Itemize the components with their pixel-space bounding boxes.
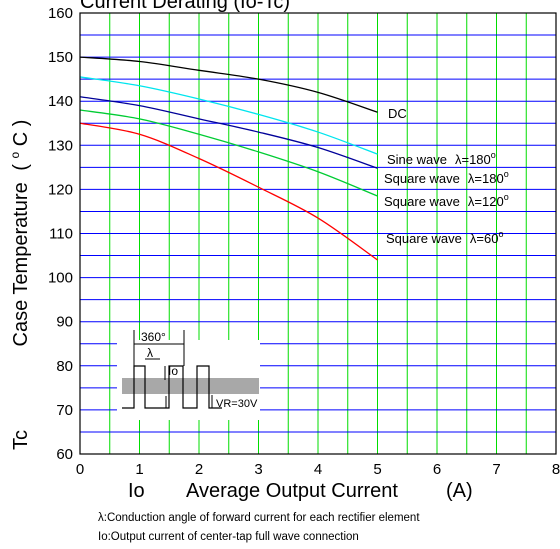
chart-title: Current Derating (Io-Tc)	[80, 0, 290, 13]
y-tick-label: 140	[48, 93, 73, 110]
plot-frame	[79, 12, 557, 455]
y-axis-paren-close: )	[10, 120, 32, 127]
y-tick-label: 150	[48, 49, 73, 66]
x-tick-label: 0	[76, 461, 84, 478]
y-axis-unit-degree: o	[8, 151, 22, 158]
inset-period-label: 360°	[141, 330, 166, 344]
series-line-4	[79, 109, 378, 197]
y-axis-paren-open: (	[10, 164, 32, 171]
y-axis-label: Case Temperature	[10, 182, 32, 346]
x-tick-label: 7	[492, 461, 500, 478]
series-label-3: Square wave λ=180o	[384, 169, 509, 186]
x-tick-label: 3	[254, 461, 262, 478]
x-tick-label: 1	[135, 461, 143, 478]
inset-current-label: Io	[168, 364, 178, 378]
x-tick-label: 4	[314, 461, 322, 478]
inset-band	[122, 378, 259, 394]
x-tick-label: 5	[373, 461, 381, 478]
series-label-5: Square wave λ=60o	[386, 229, 503, 246]
y-tick-label: 130	[48, 137, 73, 154]
y-tick-label: 110	[49, 226, 73, 243]
series-line-1	[79, 56, 378, 113]
svg-text:Case Temperature (: Case Temperature ( o C )	[2, 120, 32, 347]
y-axis-unit-c: C	[10, 132, 32, 146]
series-line-2	[79, 76, 378, 155]
footnote-io: Io:Output current of center-tap full wav…	[98, 531, 359, 543]
x-axis-label: Average Output Current	[186, 480, 398, 502]
series-line-3	[79, 96, 378, 169]
x-tick-label: 8	[552, 461, 560, 478]
inset-waveform-line	[122, 365, 222, 409]
y-tick-label: 80	[56, 358, 73, 375]
series-lines	[79, 56, 378, 261]
y-tick-label: 90	[56, 314, 73, 331]
inset-voltage-label: VR=30V	[216, 398, 258, 410]
series-label-4: Square wave λ=120o	[384, 192, 509, 209]
y-tick-label: 120	[48, 181, 73, 198]
y-tick-label: 60	[56, 446, 73, 463]
series-line-5	[79, 122, 378, 261]
series-labels: DC Sine wave λ=180o Square wave λ=180o Square…	[384, 106, 509, 246]
y-tick-label: 100	[48, 270, 73, 287]
series-label-2: Sine wave λ=180o	[387, 150, 496, 167]
inset-lambda-label: λ	[147, 346, 153, 360]
series-label-1: DC	[388, 106, 407, 121]
y-tick-label: 70	[56, 402, 73, 419]
x-axis-unit: (A)	[446, 480, 473, 502]
inset-waveform: 360° λ Io VR=30V	[117, 330, 260, 420]
x-tick-label: 2	[195, 461, 203, 478]
y-tick-label: 160	[48, 5, 73, 22]
y-axis-symbol: Tc	[10, 430, 32, 450]
footnote-lambda: λ:Conduction angle of forward current fo…	[98, 512, 420, 524]
x-tick-label: 6	[433, 461, 441, 478]
y-axis-title: Case Temperature ( o C )	[2, 120, 32, 347]
x-axis-symbol: Io	[128, 480, 145, 502]
tick-labels: 0 1 2 3 4 5 6 7 8 60 70 80 90 100 110 120 130 140 150 160	[48, 5, 560, 478]
